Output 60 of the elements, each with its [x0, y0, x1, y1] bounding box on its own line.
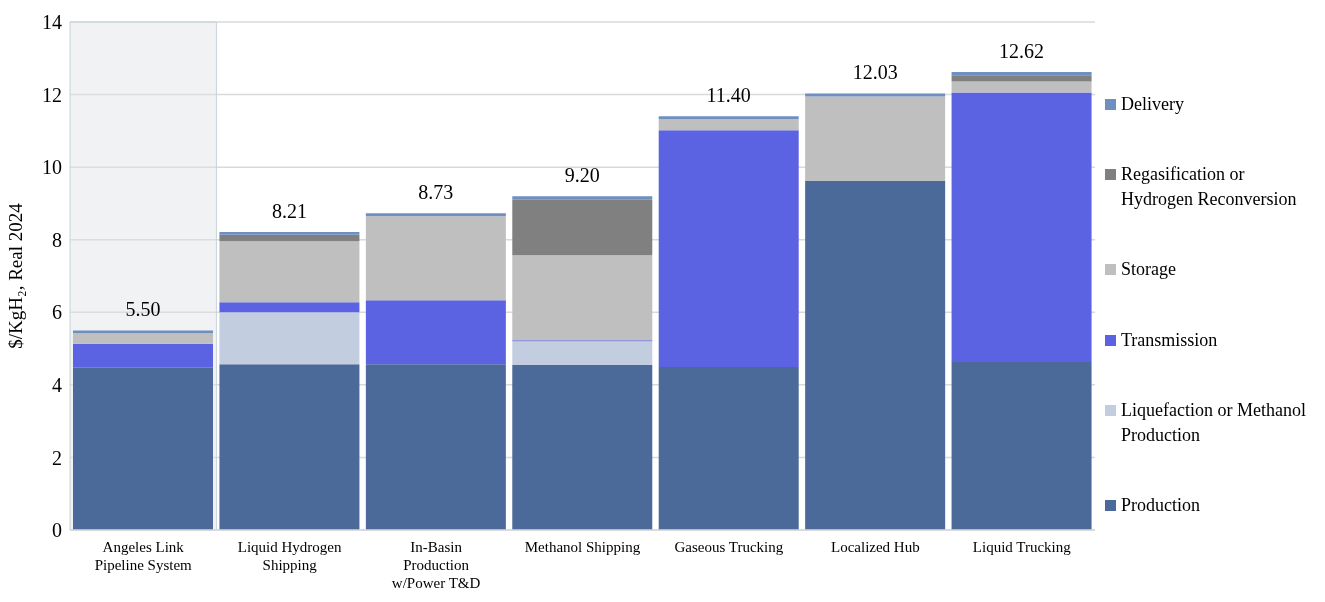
x-tick-label: Gaseous Trucking: [674, 539, 784, 555]
x-tick-label: Methanol Shipping: [524, 539, 641, 555]
bar: [365, 213, 506, 217]
bar: [512, 196, 653, 200]
bar: [73, 367, 213, 530]
bar: [512, 199, 653, 256]
bar: [805, 96, 946, 181]
legend-label: Production: [1121, 493, 1200, 517]
bar: [658, 130, 799, 368]
bar: [73, 343, 213, 368]
total-label: 5.50: [125, 298, 161, 321]
bar: [365, 300, 506, 365]
bar: [951, 75, 1092, 82]
y-tick-label: 4: [52, 373, 62, 396]
legend-label: Delivery: [1121, 93, 1184, 116]
y-tick-label: 6: [52, 301, 62, 324]
total-label: 8.73: [418, 181, 454, 204]
bar: [219, 232, 360, 235]
bar: [951, 92, 1092, 362]
bar: [219, 312, 360, 365]
bar: [219, 364, 360, 530]
bar: [658, 367, 799, 530]
bar: [219, 234, 360, 242]
legend-label: Transmission: [1121, 328, 1218, 352]
total-label: 8.21: [271, 200, 307, 223]
y-tick-label: 12: [42, 83, 62, 106]
y-tick-label: 2: [52, 446, 62, 469]
bar: [951, 72, 1092, 76]
bar: [73, 330, 213, 334]
y-axis-title: $/KgH₂, Real 2024: [5, 202, 26, 349]
x-tick-label: Angeles Link Pipeline System: [94, 539, 193, 573]
bar: [658, 119, 799, 131]
legend-label: Regasification or Hydrogen Reconversion: [1121, 163, 1298, 212]
x-tick-label: Localized Hub: [831, 539, 920, 555]
legend-label: Liquefaction or Methanol Production: [1121, 398, 1306, 447]
legend-label: Storage: [1121, 258, 1176, 282]
bar: [512, 364, 653, 530]
bar: [805, 180, 946, 530]
total-label: 12.62: [999, 40, 1045, 63]
total-label: 11.40: [706, 84, 751, 107]
bar: [219, 241, 360, 303]
bar: [658, 116, 799, 120]
x-tick-label: Liquid Hydrogen Shipping: [237, 539, 343, 573]
bar: [805, 93, 946, 97]
total-label: 9.20: [564, 164, 600, 187]
x-tick-label: Liquid Trucking: [972, 539, 1072, 555]
y-tick-label: 0: [52, 519, 62, 542]
bar: [512, 341, 653, 365]
bar: [512, 255, 653, 341]
y-tick-label: 8: [52, 228, 62, 251]
bar: [951, 81, 1092, 93]
bar: [219, 302, 360, 313]
y-tick-label: 10: [42, 156, 62, 179]
total-label: 12.03: [852, 61, 898, 84]
bar: [365, 216, 506, 301]
y-tick-label: 14: [42, 11, 62, 34]
x-tick-label: In-Basin Production w/Power T&D: [391, 539, 481, 591]
bar: [951, 362, 1092, 530]
bar: [365, 364, 506, 530]
bar: [73, 333, 213, 344]
